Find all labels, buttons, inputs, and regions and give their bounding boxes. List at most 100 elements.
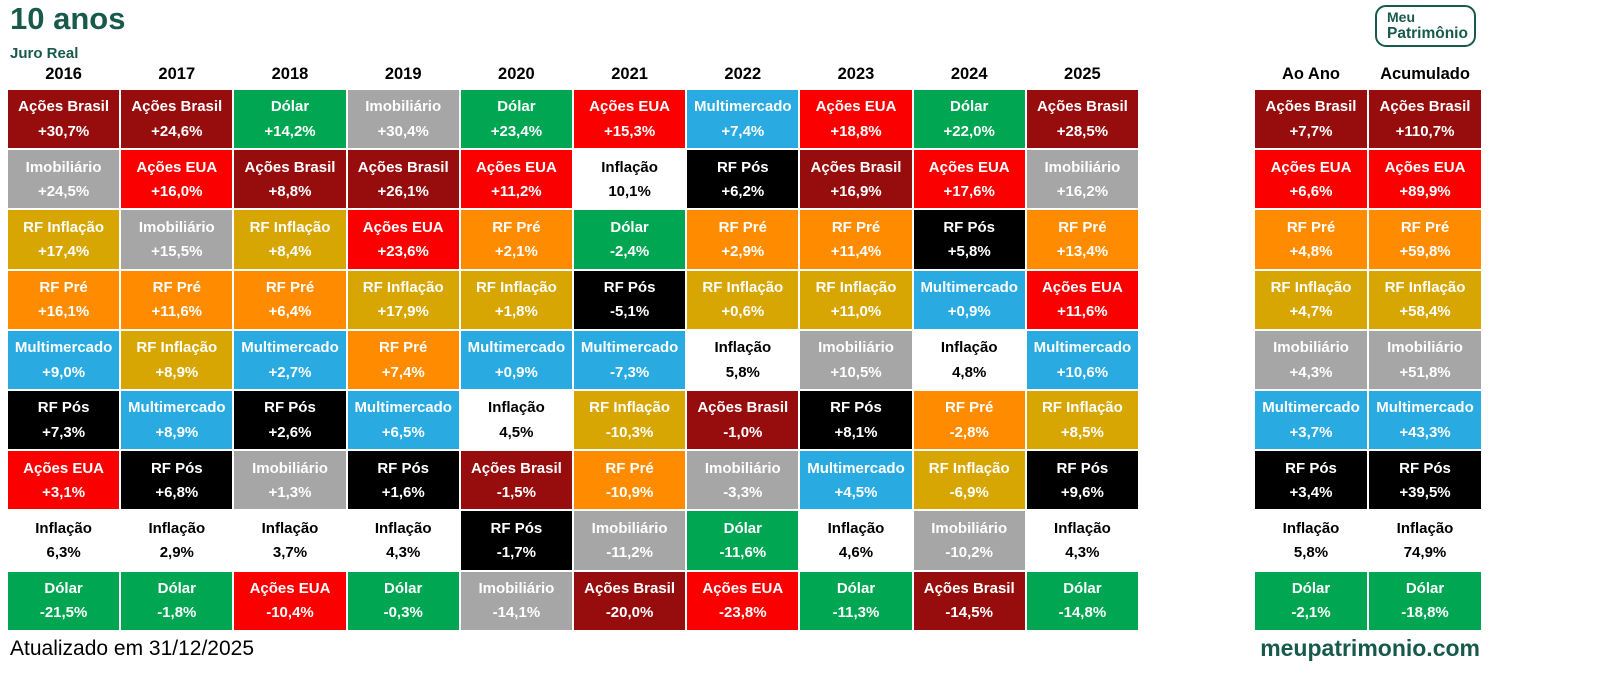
return-value: -3,3%: [723, 483, 763, 501]
asset-label: Inflação: [1282, 519, 1340, 537]
year-column-2017: 2017 Ações Brasil +24,6% Ações EUA +16,0% Imo…: [121, 62, 233, 632]
return-value: +15,5%: [151, 243, 203, 261]
website-link[interactable]: meupatrimonio.com: [1260, 635, 1480, 661]
asset-label: Inflação: [601, 158, 658, 176]
asset-label: RF Pós: [377, 459, 430, 477]
return-value: +2,1%: [494, 243, 538, 261]
asset-label: Ações Brasil: [1379, 98, 1471, 116]
asset-label: Multimercado: [1262, 399, 1360, 417]
return-cell-multimercado: Multimercado +10,6%: [1026, 330, 1138, 389]
summary-column-acumulado: Acumulado Ações Brasil +110,7% Ações EUA +89…: [1369, 62, 1481, 632]
return-value: 5,8%: [1293, 544, 1329, 562]
return-value: 4,6%: [838, 544, 874, 562]
asset-label: RF Pré: [831, 218, 881, 236]
return-value: -2,4%: [609, 243, 650, 261]
return-value: -5,1%: [609, 303, 650, 321]
return-value: -20,0%: [605, 604, 654, 622]
return-cell-imobiliario: Imobiliário +24,5%: [8, 150, 120, 209]
return-cell-rf_pos: RF Pós +9,6%: [1026, 451, 1138, 510]
return-value: +4,3%: [1289, 363, 1333, 381]
asset-label: RF Pré: [1058, 218, 1107, 236]
asset-label: RF Inflação: [702, 278, 784, 296]
return-cell-rf_pos: RF Pós +5,8%: [913, 210, 1025, 269]
updated-date-label: Atualizado em 31/12/2025: [10, 637, 255, 660]
return-cell-acoes_eua: Ações EUA +16,0%: [121, 150, 233, 209]
asset-label: RF Pós: [716, 158, 769, 176]
return-cell-acoes_brasil: Ações Brasil -14,5%: [913, 571, 1025, 630]
year-column-2018: 2018 Dólar +14,2% Ações Brasil +8,8% RF Infla…: [234, 62, 346, 632]
column-header: 2024: [950, 65, 988, 83]
return-cell-acoes_eua: Ações EUA +23,6%: [347, 210, 459, 269]
return-cell-multimercado: Multimercado +7,4%: [687, 90, 799, 149]
return-cell-imobiliario: Imobiliário -11,2%: [573, 511, 686, 570]
return-cell-rf_pre: RF Pré -10,9%: [573, 451, 686, 510]
asset-label: Ações Brasil: [131, 98, 223, 116]
asset-label: RF Pré: [379, 339, 428, 357]
return-value: +8,4%: [268, 243, 312, 261]
return-cell-rf_inflacao: RF Inflação +8,9%: [121, 330, 233, 389]
asset-label: Dólar: [1291, 579, 1331, 597]
return-cell-rf_pos: RF Pós +6,2%: [687, 150, 799, 209]
return-value: 10,1%: [608, 182, 651, 200]
return-value: +3,1%: [42, 483, 86, 501]
return-value: -7,3%: [609, 363, 650, 381]
year-column-2023: 2023 Ações EUA +18,8% Ações Brasil +16,9% RF …: [800, 62, 912, 632]
asset-label: Dólar: [950, 98, 989, 116]
return-cell-rf_pre: RF Pré +11,4%: [800, 210, 912, 269]
return-value: 5,8%: [725, 363, 760, 381]
return-cell-dolar: Dólar +22,0%: [913, 90, 1025, 149]
return-cell-inflacao: Inflação 4,6%: [800, 511, 912, 570]
return-value: +4,5%: [834, 483, 878, 501]
year-column-2022: 2022 Multimercado +7,4% RF Pós +6,2% RF Pré +2…: [687, 62, 799, 632]
return-cell-rf_inflacao: RF Inflação +0,6%: [687, 270, 799, 329]
return-value: +0,9%: [947, 303, 991, 321]
asset-label: RF Pré: [1286, 218, 1336, 236]
return-value: +11,4%: [830, 243, 882, 261]
asset-label: Dólar: [384, 579, 423, 597]
return-cell-inflacao: Inflação 5,8%: [687, 330, 799, 389]
asset-label: Dólar: [44, 579, 83, 597]
asset-label: Dólar: [836, 579, 876, 597]
return-value: +8,1%: [834, 423, 878, 441]
return-cell-rf_pos: RF Pós -5,1%: [573, 270, 686, 329]
return-value: +2,7%: [268, 363, 312, 381]
asset-label: Ações Brasil: [18, 98, 110, 116]
asset-label: Ações Brasil: [1036, 98, 1128, 116]
asset-label: Dólar: [723, 519, 762, 537]
column-header: 2019: [384, 65, 422, 83]
return-value: +2,6%: [268, 423, 312, 441]
asset-label: RF Inflação: [1041, 399, 1123, 417]
asset-label: Inflação: [1396, 519, 1454, 537]
asset-label: RF Pré: [39, 278, 88, 296]
return-value: +51,8%: [1399, 363, 1451, 381]
return-cell-dolar: Dólar -0,3%: [347, 571, 459, 630]
column-header: 2025: [1064, 65, 1101, 83]
return-value: -11,6%: [719, 544, 767, 562]
return-cell-dolar: Dólar -2,1%: [1255, 571, 1367, 630]
return-cell-acoes_eua: Ações EUA -10,4%: [234, 571, 346, 630]
return-cell-acoes_brasil: Ações Brasil +8,8%: [234, 150, 346, 209]
asset-label: RF Inflação: [362, 278, 444, 296]
asset-label: Imobiliário: [818, 339, 894, 357]
asset-label: Imobiliário: [365, 98, 442, 116]
asset-label: Imobiliário: [704, 459, 781, 477]
return-cell-acoes_brasil: Ações Brasil +16,9%: [800, 150, 912, 209]
asset-label: Inflação: [940, 339, 998, 357]
asset-label: RF Pós: [1056, 459, 1109, 477]
asset-label: Multimercado: [14, 339, 113, 357]
asset-label: RF Pré: [1400, 218, 1450, 236]
return-cell-acoes_eua: Ações EUA +18,8%: [800, 90, 912, 149]
return-cell-acoes_brasil: Ações Brasil +110,7%: [1369, 90, 1481, 149]
return-cell-rf_inflacao: RF Inflação +8,5%: [1026, 390, 1138, 450]
return-cell-multimercado: Multimercado +3,7%: [1255, 390, 1367, 450]
return-cell-inflacao: Inflação 3,7%: [234, 511, 346, 570]
return-cell-rf_inflacao: RF Inflação +4,7%: [1255, 270, 1367, 329]
returns-quilt-main: 2016 Ações Brasil +30,7% Imobiliário +24,5% R…: [8, 62, 1138, 632]
asset-label: Inflação: [827, 519, 885, 537]
return-cell-imobiliario: Imobiliário +4,3%: [1255, 330, 1367, 389]
page-title: 10 anos: [10, 1, 126, 36]
asset-label: RF Pós: [1399, 459, 1451, 477]
logo-text-meu: Meu: [1387, 9, 1415, 26]
return-value: +1,3%: [268, 483, 312, 501]
return-cell-rf_pos: RF Pós +39,5%: [1369, 451, 1481, 510]
